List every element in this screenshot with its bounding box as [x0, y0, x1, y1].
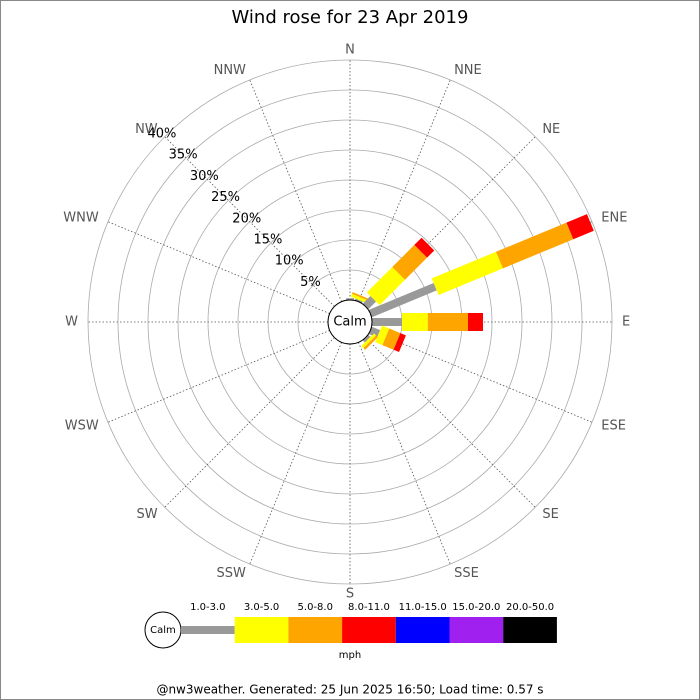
spoke [358, 342, 451, 565]
direction-label: E [622, 315, 630, 330]
bar-segment [362, 295, 377, 310]
unit-label: mph [339, 650, 361, 661]
spoke [365, 337, 536, 508]
ring-label: 40% [147, 126, 176, 141]
legend-swatch [503, 617, 557, 643]
bar-segment [414, 237, 435, 258]
direction-label: NE [542, 122, 560, 137]
legend-label: 15.0-20.0 [452, 602, 500, 613]
direction-label: NNW [214, 63, 246, 78]
ring-label: 35% [169, 148, 198, 163]
legend-label: 5.0-8.0 [298, 602, 333, 613]
calm-label: Calm [333, 315, 366, 330]
ring-label: 5% [300, 275, 321, 290]
ring-label: 20% [232, 211, 261, 226]
legend-label: 3.0-5.0 [244, 602, 279, 613]
ring-label: 30% [190, 169, 219, 184]
ring [87, 59, 613, 585]
spoke [249, 342, 342, 565]
direction-label: WNW [63, 210, 99, 225]
bar-segment [372, 318, 402, 326]
spoke [164, 136, 335, 307]
ring-label: 25% [211, 190, 240, 205]
legend-label: 1.0-3.0 [190, 602, 225, 613]
ring-label: 10% [275, 254, 304, 269]
spoke [358, 79, 451, 302]
ring-label: 15% [254, 232, 283, 247]
spoke [249, 79, 342, 302]
spoke [107, 221, 330, 314]
bar-segment [351, 292, 370, 301]
bar-segment [361, 333, 377, 349]
direction-label: NW [135, 122, 158, 137]
direction-label: SSE [454, 566, 479, 581]
legend-swatch [342, 617, 396, 643]
legend-swatch [395, 617, 450, 643]
bar-segment [566, 214, 594, 240]
footer: @nw3weather. Generated: 25 Jun 2025 16:5… [156, 683, 543, 697]
bar-segment [354, 298, 363, 304]
legend-label: 8.0-11.0 [348, 602, 390, 613]
bar-segment [496, 222, 574, 269]
direction-label: ENE [601, 210, 627, 225]
bar-segment [363, 335, 378, 350]
bar-segment [346, 298, 354, 300]
legend-swatch [288, 617, 343, 643]
legend-label: 20.0-50.0 [506, 602, 554, 613]
direction-label: SE [542, 507, 558, 522]
bar-segment [350, 293, 369, 304]
legend-calm-label: Calm [150, 625, 176, 636]
bar-segment [427, 313, 468, 331]
legend-swatch [234, 617, 289, 643]
spoke [164, 337, 335, 508]
bar-segment [382, 328, 401, 350]
legend-swatch [181, 626, 235, 634]
ring [177, 149, 523, 495]
bar-segment [468, 313, 483, 331]
direction-label: SW [137, 507, 158, 522]
legend-label: 11.0-15.0 [399, 602, 447, 613]
direction-label: SSW [217, 566, 247, 581]
spoke [370, 330, 593, 423]
direction-label: N [345, 43, 355, 58]
bar-segment [375, 325, 390, 346]
bar-segment [368, 283, 437, 318]
direction-label: NNE [454, 63, 482, 78]
legend-swatch [449, 617, 504, 643]
bar-segment [393, 333, 406, 353]
spoke [107, 330, 330, 423]
chart-title: Wind rose for 23 Apr 2019 [232, 7, 469, 28]
direction-label: S [346, 587, 354, 602]
bar-segment [392, 244, 428, 280]
direction-label: WSW [65, 419, 99, 434]
direction-label: ESE [601, 419, 626, 434]
bar-segment [366, 266, 406, 306]
calm-circle [327, 299, 373, 345]
direction-label: W [65, 315, 78, 330]
bar-segment [362, 334, 371, 343]
bar-segment [431, 251, 503, 296]
bar-segment [368, 326, 381, 338]
bar-segment [402, 313, 428, 331]
